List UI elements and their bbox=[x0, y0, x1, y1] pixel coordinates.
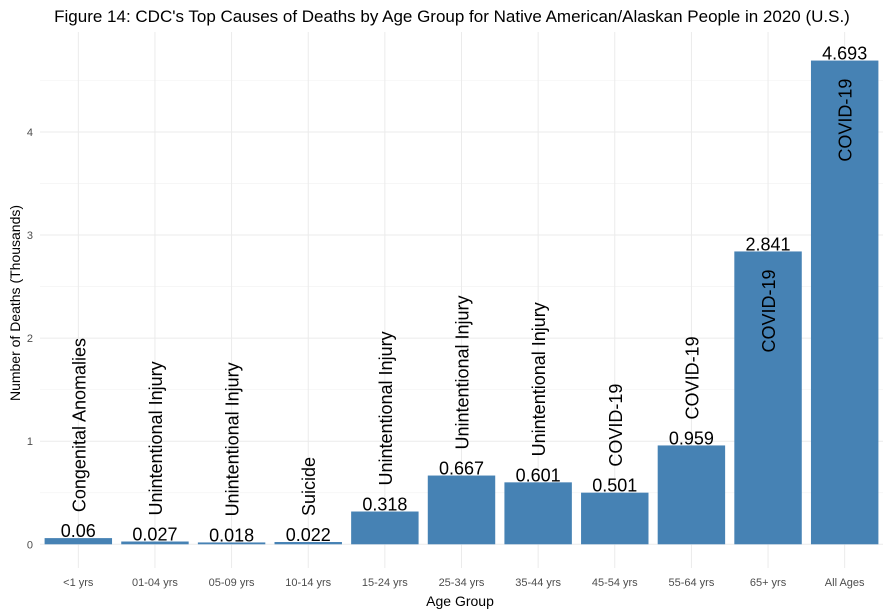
value-label: 0.601 bbox=[516, 465, 561, 485]
x-tick-label: 10-14 yrs bbox=[285, 577, 331, 589]
value-label: 0.318 bbox=[362, 495, 407, 515]
cause-label: Unintentional Injury bbox=[146, 361, 166, 515]
cause-label: Unintentional Injury bbox=[376, 331, 396, 485]
bar bbox=[504, 482, 572, 545]
value-labels: 0.06 0.027 0.018 0.022 0.318 0.667 0.601 0.501 0… bbox=[61, 44, 867, 546]
bar bbox=[274, 542, 342, 545]
y-axis-ticks: 0 1 2 3 4 bbox=[27, 127, 33, 551]
cause-label: Suicide bbox=[299, 457, 319, 516]
cause-label: COVID-19 bbox=[682, 336, 702, 419]
cause-labels: Congenital Anomalies Unintentional Injury… bbox=[69, 79, 855, 517]
y-tick-label: 2 bbox=[27, 333, 33, 345]
x-tick-label: All Ages bbox=[825, 577, 865, 589]
value-label: 4.693 bbox=[822, 44, 867, 64]
value-label: 0.022 bbox=[286, 525, 331, 545]
x-tick-label: 45-54 yrs bbox=[592, 577, 638, 589]
cause-label: COVID-19 bbox=[836, 79, 856, 162]
x-tick-label: 25-34 yrs bbox=[439, 577, 485, 589]
bars-group bbox=[44, 60, 879, 545]
value-label: 0.027 bbox=[132, 525, 177, 545]
chart-title: Figure 14: CDC's Top Causes of Deaths by… bbox=[54, 7, 850, 26]
bar bbox=[810, 60, 879, 545]
value-label: 0.018 bbox=[209, 525, 254, 545]
x-tick-label: 01-04 yrs bbox=[132, 577, 178, 589]
value-label: 0.667 bbox=[439, 459, 484, 479]
bar bbox=[351, 511, 419, 545]
y-axis-title: Number of Deaths (Thousands) bbox=[7, 205, 23, 401]
bar bbox=[734, 251, 802, 545]
bar bbox=[657, 445, 726, 545]
cause-label: COVID-19 bbox=[759, 269, 779, 352]
cause-label: COVID-19 bbox=[606, 384, 626, 467]
cause-label: Unintentional Injury bbox=[529, 302, 549, 456]
cause-label: Unintentional Injury bbox=[453, 295, 473, 449]
bar bbox=[427, 475, 496, 545]
x-tick-label: 35-44 yrs bbox=[515, 577, 561, 589]
y-tick-label: 4 bbox=[27, 127, 33, 139]
value-label: 0.06 bbox=[61, 521, 96, 541]
bar bbox=[197, 542, 266, 545]
x-tick-label: 55-64 yrs bbox=[668, 577, 714, 589]
bar bbox=[121, 541, 189, 545]
x-tick-label: 65+ yrs bbox=[750, 577, 787, 589]
y-tick-label: 3 bbox=[27, 230, 33, 242]
x-axis-ticks: <1 yrs 01-04 yrs 05-09 yrs 10-14 yrs 15-24 y… bbox=[63, 577, 865, 589]
x-tick-label: 05-09 yrs bbox=[209, 577, 255, 589]
x-tick-label: 15-24 yrs bbox=[362, 577, 408, 589]
x-axis-title: Age Group bbox=[426, 593, 494, 609]
value-label: 0.959 bbox=[669, 428, 714, 448]
y-tick-label: 0 bbox=[27, 539, 33, 551]
value-label: 0.501 bbox=[592, 476, 637, 496]
bar bbox=[44, 538, 113, 545]
bar bbox=[581, 492, 649, 545]
cause-label: Congenital Anomalies bbox=[69, 338, 89, 512]
x-tick-label: <1 yrs bbox=[63, 577, 94, 589]
cause-label: Unintentional Injury bbox=[223, 362, 243, 516]
y-tick-label: 1 bbox=[27, 436, 33, 448]
value-label: 2.841 bbox=[746, 234, 791, 254]
